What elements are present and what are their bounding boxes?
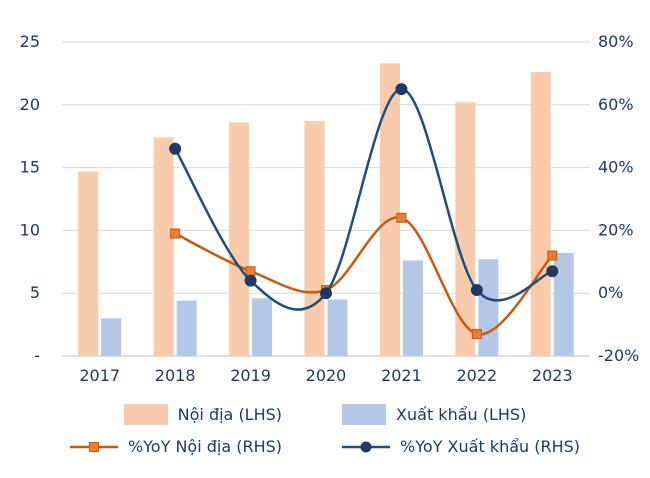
square-marker-icon (547, 250, 558, 261)
square-marker-icon (396, 212, 407, 223)
bar-series0-2022 (455, 102, 476, 357)
legend-item-noi-dia-lhs: Nội địa (LHS) (123, 404, 283, 425)
left-axis-tick-label: 25 (20, 32, 40, 51)
bar-series0-2018 (153, 137, 174, 356)
bar-series0-2023 (530, 72, 551, 357)
plot-area: - 5 10 15 20 25 -20% 0% 20% 40% 60% 80% 2017 2018 2019… (20, 32, 640, 385)
circle-marker-icon (244, 274, 257, 287)
legend-swatch-yoy-noi-dia (69, 440, 118, 454)
bar-series1-2022 (478, 259, 499, 356)
legend-item-xuat-khau-lhs: Xuất khẩu (LHS) (342, 404, 526, 425)
bar-series1-2020 (327, 299, 348, 356)
legend-item-yoy-xuat-khau: %YoY Xuất khẩu (RHS) (342, 437, 580, 456)
bar-series0-2019 (229, 122, 250, 356)
bar-series1-2017 (101, 318, 122, 356)
bar-series1-2019 (252, 298, 273, 356)
bar-series1-2021 (402, 260, 423, 356)
square-marker-icon (170, 228, 181, 239)
legend-circle-marker-icon (360, 441, 372, 452)
legend: Nội địa (LHS) Xuất khẩu (LHS) %YoY Nội đ… (0, 404, 650, 456)
right-axis-tick-label: 20% (598, 220, 634, 239)
legend-swatch-xuat-khau (342, 404, 387, 425)
legend-label-yoy-xuat-khau: %YoY Xuất khẩu (RHS) (400, 437, 581, 456)
circle-marker-icon (320, 287, 332, 300)
left-axis-tick-label: 20 (20, 95, 40, 114)
category-label: 2022 (456, 366, 497, 385)
combo-chart: - 5 10 15 20 25 -20% 0% 20% 40% 60% 80% 2017 2018 2019… (0, 32, 650, 456)
square-marker-icon (471, 329, 482, 340)
right-axis-tick-label: 40% (598, 158, 634, 177)
left-axis-tick-label: - (34, 346, 40, 365)
legend-label-yoy-noi-dia: %YoY Nội địa (RHS) (127, 437, 283, 456)
bar-series0-2021 (379, 63, 400, 357)
category-label: 2020 (306, 366, 347, 385)
bar-series0-2020 (304, 121, 325, 357)
legend-swatch-yoy-xuat-khau (342, 440, 391, 454)
left-axis-tick-label: 5 (30, 283, 40, 302)
category-label: 2019 (230, 366, 271, 385)
circle-marker-icon (470, 284, 483, 297)
circle-marker-icon (169, 142, 182, 155)
square-marker-icon (245, 266, 256, 277)
right-axis-tick-label: 80% (598, 32, 634, 51)
right-axis-tick-label: -20% (598, 346, 639, 365)
legend-item-yoy-noi-dia: %YoY Nội địa (RHS) (69, 437, 283, 456)
category-label: 2018 (155, 366, 196, 385)
legend-square-marker-icon (88, 441, 99, 452)
left-axis-tick-label: 15 (20, 158, 40, 177)
right-axis-tick-label: 60% (598, 95, 634, 114)
bar-series0-2017 (78, 171, 99, 356)
circle-marker-icon (546, 265, 559, 278)
legend-label-xuat-khau: Xuất khẩu (LHS) (396, 405, 527, 424)
category-label: 2023 (532, 366, 573, 385)
legend-swatch-noi-dia (123, 404, 168, 425)
legend-label-noi-dia: Nội địa (LHS) (177, 405, 283, 424)
legend-row-bars: Nội địa (LHS) Xuất khẩu (LHS) (123, 404, 526, 425)
bar-series1-2018 (176, 300, 197, 356)
legend-row-lines: %YoY Nội địa (RHS) %YoY Xuất khẩu (RHS) (69, 437, 580, 456)
category-label: 2021 (381, 366, 422, 385)
category-label: 2017 (79, 366, 120, 385)
left-axis-tick-label: 10 (20, 220, 40, 239)
bar-series1-2023 (553, 253, 574, 356)
right-axis-tick-label: 0% (598, 283, 623, 302)
circle-marker-icon (395, 83, 408, 96)
